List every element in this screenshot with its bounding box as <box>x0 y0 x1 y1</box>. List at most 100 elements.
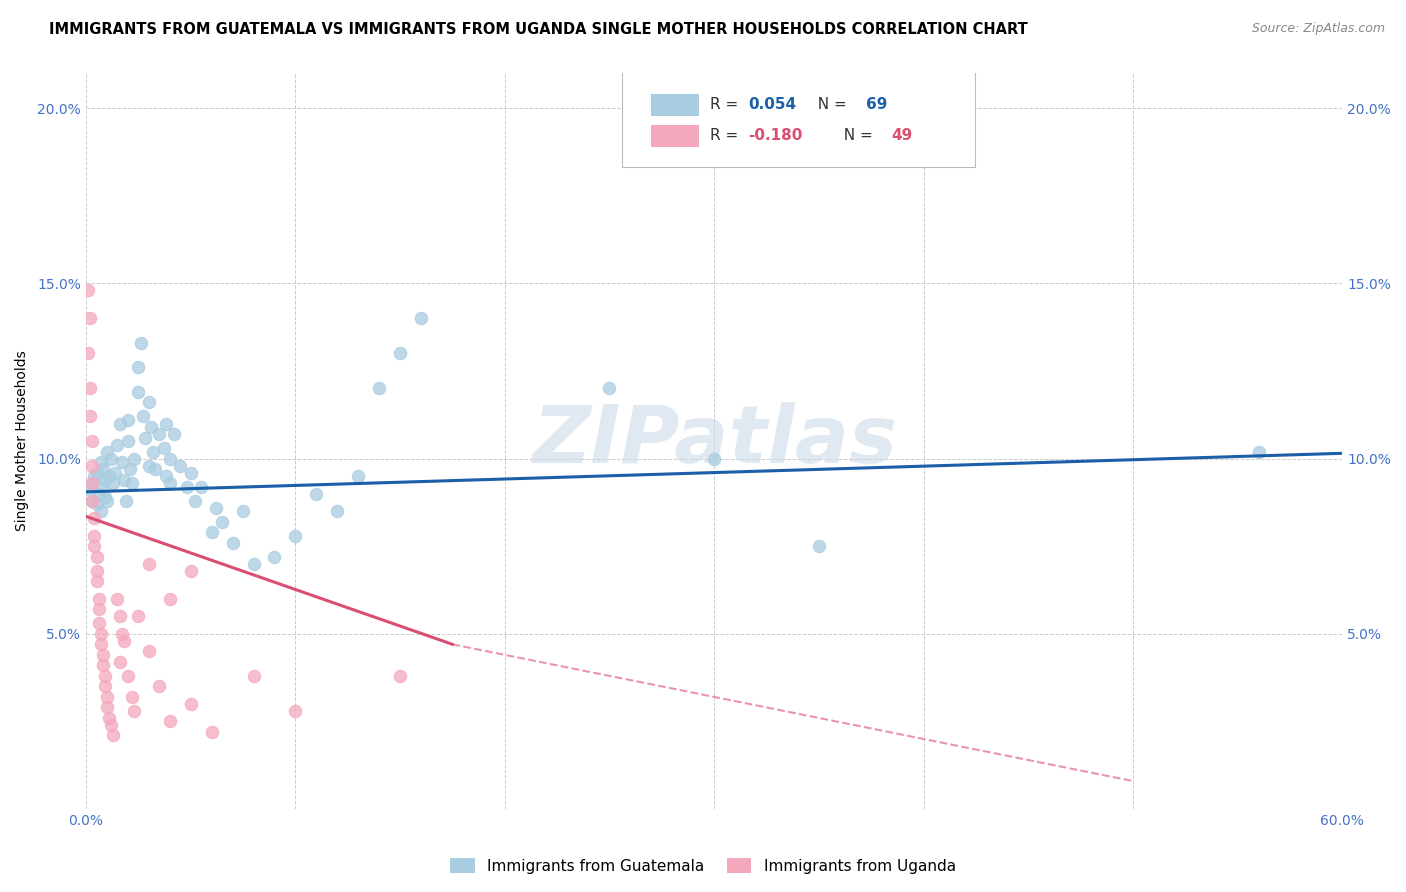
Point <box>127 384 149 399</box>
Point <box>96 493 118 508</box>
Point <box>83 511 105 525</box>
Point <box>107 591 129 606</box>
Point <box>122 451 145 466</box>
Point <box>598 381 620 395</box>
Point <box>82 493 104 508</box>
Point <box>104 466 127 480</box>
Point <box>159 451 181 466</box>
Point <box>180 466 202 480</box>
Point <box>389 346 412 360</box>
Point <box>96 444 118 458</box>
Point <box>142 444 165 458</box>
Point <box>94 669 117 683</box>
Point <box>389 669 412 683</box>
Text: R =: R = <box>710 128 744 143</box>
Point <box>305 486 328 500</box>
Point <box>94 473 117 487</box>
Point <box>112 473 135 487</box>
Point <box>121 690 143 704</box>
Text: N =: N = <box>834 128 877 143</box>
Point <box>201 525 224 540</box>
Point <box>807 539 830 553</box>
Point <box>221 535 243 549</box>
Point <box>86 549 108 564</box>
Point <box>87 486 110 500</box>
Point <box>148 427 170 442</box>
Point <box>139 420 162 434</box>
Point <box>82 476 104 491</box>
Point <box>112 633 135 648</box>
Text: Source: ZipAtlas.com: Source: ZipAtlas.com <box>1251 22 1385 36</box>
Point <box>155 469 177 483</box>
Point <box>103 729 125 743</box>
Point <box>79 483 101 497</box>
Point <box>90 637 112 651</box>
Point <box>108 609 131 624</box>
Point <box>118 462 141 476</box>
Text: 49: 49 <box>891 128 912 143</box>
Point <box>180 697 202 711</box>
Point <box>205 500 228 515</box>
Point <box>703 451 725 466</box>
Y-axis label: Single Mother Households: Single Mother Households <box>15 351 30 532</box>
Point <box>152 441 174 455</box>
Point <box>79 311 101 326</box>
Text: IMMIGRANTS FROM GUATEMALA VS IMMIGRANTS FROM UGANDA SINGLE MOTHER HOUSEHOLDS COR: IMMIGRANTS FROM GUATEMALA VS IMMIGRANTS … <box>49 22 1028 37</box>
Point <box>111 455 134 469</box>
Text: ZIPatlas: ZIPatlas <box>531 402 897 480</box>
Point <box>98 469 121 483</box>
Point <box>263 549 285 564</box>
Text: N =: N = <box>808 97 852 112</box>
Point <box>326 504 349 518</box>
Point <box>409 311 432 326</box>
FancyBboxPatch shape <box>651 94 699 116</box>
Point <box>108 655 131 669</box>
Point <box>96 690 118 704</box>
Point <box>87 602 110 616</box>
Point <box>127 360 149 375</box>
Point <box>190 480 212 494</box>
Point <box>1247 444 1270 458</box>
Point <box>138 395 160 409</box>
Point <box>117 434 139 448</box>
Point <box>211 515 233 529</box>
Point <box>87 591 110 606</box>
Point <box>79 409 101 424</box>
Point <box>117 669 139 683</box>
Point <box>127 609 149 624</box>
Point <box>86 564 108 578</box>
Point <box>155 417 177 431</box>
Text: 0.054: 0.054 <box>748 97 796 112</box>
Point <box>138 557 160 571</box>
Legend: Immigrants from Guatemala, Immigrants from Uganda: Immigrants from Guatemala, Immigrants fr… <box>444 852 962 880</box>
Point <box>138 644 160 658</box>
FancyBboxPatch shape <box>623 70 976 167</box>
Point <box>90 504 112 518</box>
Point <box>159 714 181 729</box>
Text: -0.180: -0.180 <box>748 128 803 143</box>
Point <box>91 462 114 476</box>
Point <box>87 616 110 631</box>
Point <box>368 381 391 395</box>
Point <box>91 480 114 494</box>
Point <box>96 700 118 714</box>
Text: 69: 69 <box>866 97 887 112</box>
Point <box>103 476 125 491</box>
Point <box>129 335 152 350</box>
Point <box>232 504 254 518</box>
Point <box>184 493 207 508</box>
Point <box>86 466 108 480</box>
Point <box>115 493 138 508</box>
Point <box>169 458 191 473</box>
Point <box>108 417 131 431</box>
Point <box>138 458 160 473</box>
Point <box>134 430 156 444</box>
Point <box>201 725 224 739</box>
Point <box>176 480 198 494</box>
Point <box>90 627 112 641</box>
Point <box>117 413 139 427</box>
Point <box>79 381 101 395</box>
Point <box>77 346 100 360</box>
Point <box>82 458 104 473</box>
Point <box>131 409 153 424</box>
